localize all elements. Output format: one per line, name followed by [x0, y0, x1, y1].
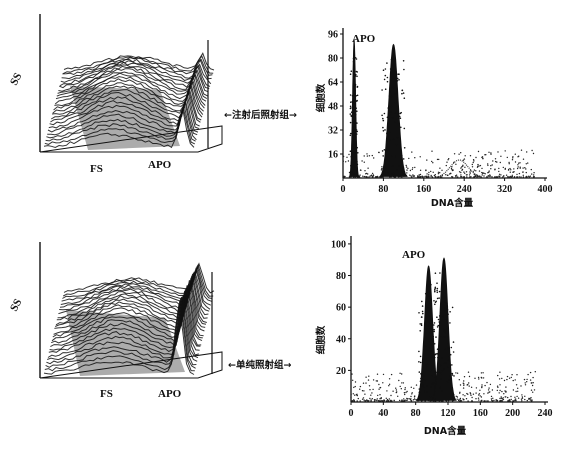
x-tick-label: 200	[505, 408, 520, 419]
histogram-peak-2	[379, 43, 408, 177]
y-tick-label: 32	[328, 126, 338, 137]
group-label-bottom: ←单纯照射组→	[228, 359, 291, 371]
x-tick-label: 160	[416, 184, 431, 195]
histogram-surface-bottom-left	[43, 262, 215, 376]
y-tick-label: 20	[336, 366, 346, 377]
histogram-surface-top-left	[43, 52, 215, 150]
y-tick-label: 80	[328, 54, 338, 65]
x-tick-label: 0	[349, 408, 354, 419]
axis-label-ss-top: SS	[8, 71, 24, 87]
x-tick-label: 240	[457, 184, 472, 195]
annotation-apo-bottom: APO	[402, 249, 426, 261]
y-tick-label: 16	[328, 150, 338, 161]
x-tick-label: 320	[497, 184, 512, 195]
bottom-left-3d-plot: SS FS APO	[8, 242, 223, 400]
x-tick-label: 160	[473, 408, 488, 419]
y-tick-label: 48	[328, 102, 338, 113]
y-tick-label: 60	[336, 303, 346, 314]
axis-label-apo-top: APO	[148, 159, 172, 171]
x-tick-label: 400	[538, 184, 553, 195]
x-tick-label: 80	[378, 184, 388, 195]
axis-label-apo-bottom: APO	[158, 388, 182, 400]
y-tick-label: 64	[328, 78, 338, 89]
histogram-minor-peak	[436, 159, 483, 178]
xlabel-top-right: DNA含量	[431, 197, 474, 209]
ylabel-bottom-right: 细胞数	[315, 325, 327, 354]
floor-plane-bottom-left	[39, 351, 223, 379]
ylabel-top-right: 细胞数	[315, 83, 327, 112]
top-left-3d-plot: SS FS APO	[8, 14, 223, 175]
bottom-right-histogram: 0 40 80 120 160 200 240 20 40 60 80 100 APO 细胞数 DNA…	[315, 236, 553, 437]
xlabel-bottom-right: DNA含量	[424, 425, 467, 437]
axis-label-fs-top: FS	[90, 163, 103, 175]
x-tick-label: 0	[341, 184, 346, 195]
annotation-apo-top: APO	[352, 33, 376, 45]
axis-label-fs-bottom: FS	[100, 388, 113, 400]
x-tick-label: 120	[441, 408, 456, 419]
x-tick-label: 240	[538, 408, 553, 419]
y-tick-label: 40	[336, 334, 346, 345]
group-label-top: ←注射后照射组→	[224, 109, 297, 121]
top-right-histogram: 0 80 160 240 320 400 16 32 48 64 80 96 APO 细胞数 DNA含…	[315, 28, 553, 209]
noise-scatter-top-right	[342, 149, 535, 178]
x-tick-label: 80	[411, 408, 421, 419]
x-tick-label: 40	[378, 408, 388, 419]
y-tick-label: 100	[331, 239, 346, 250]
y-tick-label: 80	[336, 271, 346, 282]
axis-label-ss-bottom: SS	[8, 297, 24, 313]
y-tick-label: 96	[328, 30, 338, 41]
